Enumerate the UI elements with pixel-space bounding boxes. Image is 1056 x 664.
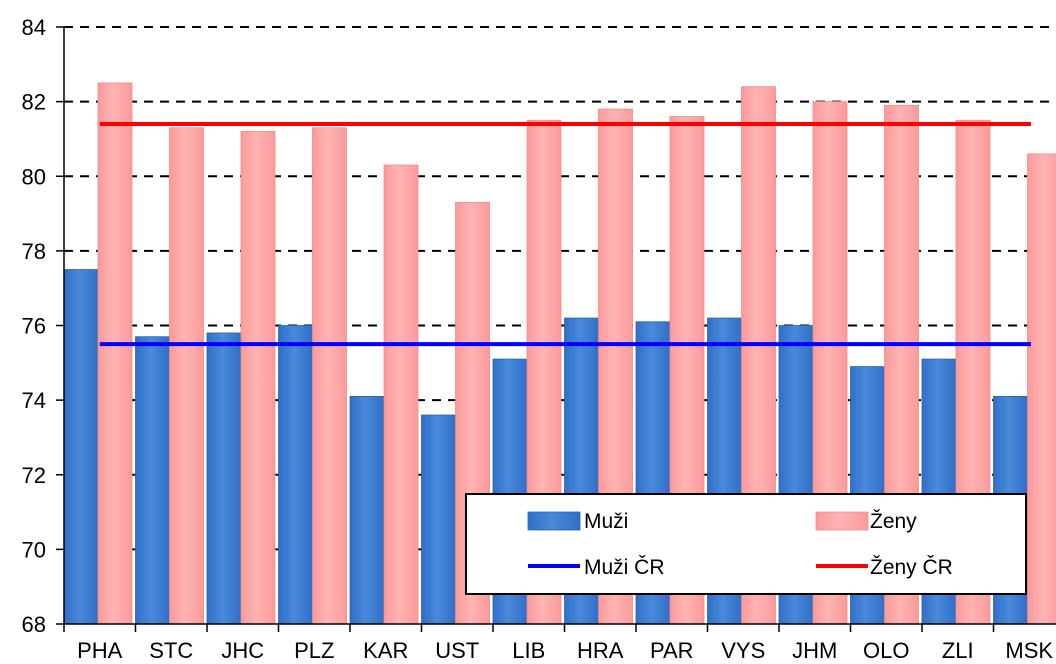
bar-zeny-PLZ <box>312 127 347 625</box>
y-tick-label-84: 84 <box>22 15 46 40</box>
bar-zeny-KAR <box>383 164 419 625</box>
x-tick-label-LIB: LIB <box>512 638 545 663</box>
legend-label-muzi: Muži <box>584 510 628 533</box>
reference-lines <box>99 122 1031 347</box>
x-tick-label-VYS: VYS <box>721 638 765 663</box>
bar-muzi-UST <box>421 414 456 625</box>
bar-muzi-KAR <box>349 395 385 625</box>
x-tick-label-ZLI: ZLI <box>942 638 974 663</box>
bar-zeny-JHC <box>240 131 276 625</box>
y-tick-labels: 68 70 72 74 76 78 80 82 84 <box>22 15 46 637</box>
x-tick-labels: PHA STC JHC PLZ KAR UST LIB HRA PAR VYS JHM OLO ZLI M… <box>77 638 1053 663</box>
x-tick-label-HRA: HRA <box>577 638 624 663</box>
x-tick-label-PLZ: PLZ <box>294 638 334 663</box>
y-tick-label-74: 74 <box>22 388 46 413</box>
x-tick-label-JHC: JHC <box>221 638 264 663</box>
x-tick-label-PHA: PHA <box>77 638 123 663</box>
x-tick-label-UST: UST <box>435 638 479 663</box>
x-tick-label-PAR: PAR <box>650 638 694 663</box>
axes <box>56 26 1056 632</box>
legend: Muži Ženy Muži ČR Ženy ČR <box>465 493 1027 595</box>
legend-swatch-muzi <box>527 511 581 531</box>
x-tick-label-MSK: MSK <box>1005 638 1053 663</box>
legend-label-muzi-cr: Muži ČR <box>584 556 665 579</box>
y-tick-label-82: 82 <box>22 90 46 115</box>
legend-label-zeny-cr: Ženy ČR <box>870 556 953 579</box>
y-tick-label-70: 70 <box>22 537 46 562</box>
bar-muzi-PLZ <box>278 325 313 625</box>
x-tick-label-JHM: JHM <box>792 638 837 663</box>
y-tick-label-68: 68 <box>22 612 46 637</box>
bar-zeny-STC <box>169 127 204 625</box>
x-tick-label-OLO: OLO <box>863 638 909 663</box>
bar-muzi-PHA <box>63 269 99 625</box>
y-tick-label-72: 72 <box>22 463 46 488</box>
legend-swatch-zeny <box>815 511 869 531</box>
x-tick-label-STC: STC <box>149 638 193 663</box>
x-tick-label-KAR: KAR <box>363 638 408 663</box>
legend-box <box>465 493 1027 595</box>
bar-muzi-JHC <box>206 332 242 625</box>
bar-muzi-STC <box>135 336 170 625</box>
bar-zeny-MSK <box>1027 153 1056 625</box>
bar-zeny-PHA <box>97 82 133 625</box>
y-tick-label-76: 76 <box>22 314 46 339</box>
y-tick-label-78: 78 <box>22 239 46 264</box>
y-tick-label-80: 80 <box>22 164 46 189</box>
legend-label-zeny: Ženy <box>870 510 917 533</box>
